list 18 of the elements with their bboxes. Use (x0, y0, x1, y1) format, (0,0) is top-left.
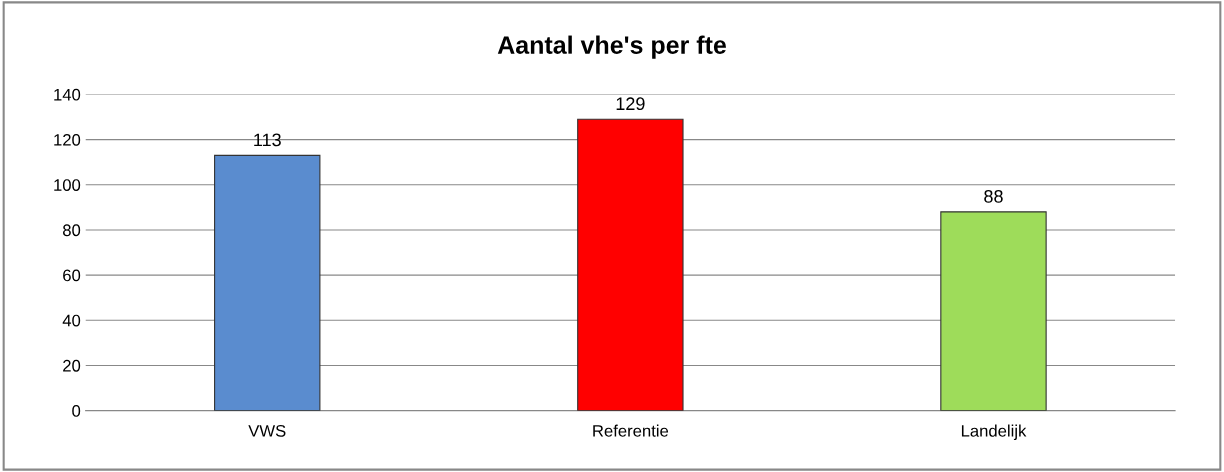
bar (214, 154, 321, 411)
x-tick-label: Landelijk (961, 424, 1027, 441)
x-tick-label: Referentie (593, 424, 669, 437)
chart-title: Aantal vhe's per fte (497, 35, 726, 59)
y-tick-label: 80 (63, 224, 81, 237)
y-tick-label: 140 (54, 88, 81, 101)
data-label: 113 (254, 133, 281, 147)
y-tick-label: 40 (62, 314, 81, 327)
y-tick-label: 60 (63, 269, 81, 282)
y-tick-label: 120 (54, 133, 81, 146)
y-tick-label: 20 (63, 359, 81, 372)
data-label: 88 (984, 189, 1003, 203)
bar (940, 211, 1047, 411)
y-tick-label: 100 (54, 179, 81, 191)
x-tick-label: VWS (248, 424, 286, 437)
data-label: 129 (616, 97, 645, 111)
y-tick-label: 0 (72, 405, 81, 417)
bar (577, 118, 684, 411)
